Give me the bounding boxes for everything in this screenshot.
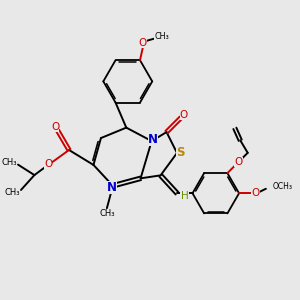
Text: O: O — [251, 188, 260, 198]
Text: OCH₃: OCH₃ — [272, 182, 292, 191]
Text: N: N — [148, 133, 158, 146]
Text: O: O — [139, 38, 147, 48]
Text: H: H — [180, 190, 187, 201]
Text: O: O — [180, 110, 188, 120]
Text: O: O — [44, 159, 52, 169]
Text: CH₃: CH₃ — [99, 209, 115, 218]
Text: N: N — [107, 181, 117, 194]
Text: S: S — [176, 146, 184, 159]
Text: CH₃: CH₃ — [2, 158, 17, 167]
Text: O: O — [51, 122, 59, 132]
Text: CH₃: CH₃ — [154, 32, 169, 40]
Text: O: O — [234, 157, 243, 167]
Text: CH₃: CH₃ — [5, 188, 20, 197]
Text: H: H — [182, 191, 189, 201]
